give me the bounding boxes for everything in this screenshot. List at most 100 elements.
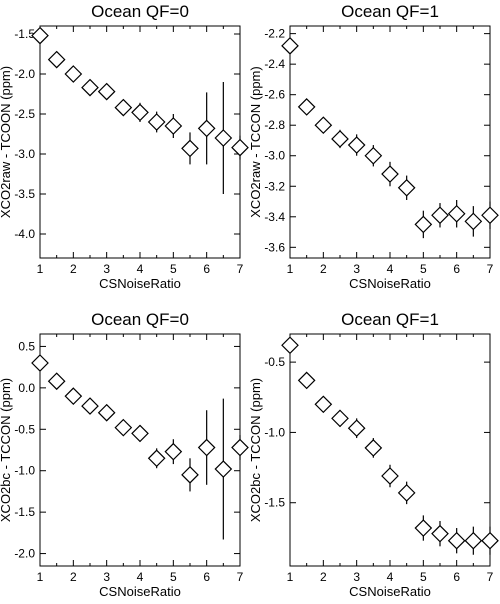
data-point bbox=[231, 138, 249, 157]
y-tick-label: 0.5 bbox=[18, 339, 35, 353]
y-tick-label: -0.5 bbox=[264, 355, 285, 369]
y-tick-label: -2.5 bbox=[14, 107, 35, 121]
y-tick-label: -3.0 bbox=[264, 149, 285, 163]
data-point bbox=[64, 387, 83, 405]
x-tick-label: 3 bbox=[103, 570, 110, 584]
data-point bbox=[331, 130, 349, 148]
x-tick-label: 2 bbox=[70, 262, 77, 276]
x-tick-label: 5 bbox=[170, 570, 177, 584]
data-point bbox=[131, 103, 149, 122]
x-tick-label: 6 bbox=[203, 570, 210, 584]
data-point bbox=[31, 26, 49, 45]
y-tick-label: -3.2 bbox=[264, 179, 285, 193]
data-point bbox=[481, 206, 499, 225]
y-tick-label: -2.6 bbox=[264, 88, 285, 102]
data-point bbox=[297, 371, 316, 390]
data-point bbox=[464, 531, 483, 550]
y-tick-label: -1.5 bbox=[14, 27, 35, 41]
y-axis-label: XCO2bc - TCCON (ppm) bbox=[248, 378, 263, 522]
x-tick-label: 4 bbox=[387, 262, 394, 276]
x-tick-label: 6 bbox=[453, 262, 460, 276]
data-point bbox=[231, 438, 249, 457]
x-axis-label: CSNoiseRatio bbox=[349, 276, 431, 291]
plot-frame bbox=[39, 25, 241, 259]
y-tick-label: -3.6 bbox=[264, 240, 285, 254]
data-point bbox=[314, 116, 333, 135]
y-tick-label: -3.0 bbox=[14, 147, 35, 161]
y-tick-label: -3.5 bbox=[14, 187, 35, 201]
x-tick-label: 4 bbox=[387, 570, 394, 584]
x-tick-label: 5 bbox=[420, 570, 427, 584]
data-point bbox=[97, 82, 116, 101]
data-point bbox=[181, 139, 199, 158]
y-tick-label: -2.0 bbox=[14, 547, 35, 561]
data-point bbox=[331, 409, 349, 428]
data-point bbox=[314, 395, 333, 414]
x-tick-label: 3 bbox=[353, 570, 360, 584]
data-point bbox=[81, 78, 99, 97]
data-point bbox=[64, 65, 83, 83]
y-tick-label: -2.2 bbox=[264, 27, 285, 41]
data-point bbox=[181, 466, 199, 484]
x-tick-label: 6 bbox=[453, 570, 460, 584]
data-point bbox=[397, 484, 416, 502]
chart-title: Ocean QF=1 bbox=[341, 2, 439, 21]
y-axis-label: XCO2raw - TCCON (ppm) bbox=[248, 66, 263, 217]
data-point bbox=[481, 531, 499, 550]
data-point bbox=[164, 442, 183, 461]
y-tick-label: -2.8 bbox=[264, 118, 285, 132]
data-point bbox=[397, 178, 416, 197]
data-point bbox=[147, 449, 166, 468]
x-tick-label: 4 bbox=[137, 570, 144, 584]
y-tick-label: -1.0 bbox=[264, 425, 285, 439]
x-tick-label: 2 bbox=[70, 570, 77, 584]
x-tick-label: 2 bbox=[320, 570, 327, 584]
x-tick-label: 3 bbox=[103, 262, 110, 276]
data-point bbox=[147, 113, 166, 131]
plot-frame bbox=[289, 25, 491, 259]
panel-3: Ocean QF=0 1 2 3 4 5 6 7 -2.0 -1.5 -1.0 -0.5 0.0 0.5 C… bbox=[0, 310, 249, 599]
y-tick-label: -1.5 bbox=[264, 496, 285, 510]
chart-title: Ocean QF=0 bbox=[91, 2, 189, 21]
x-tick-label: 7 bbox=[237, 262, 244, 276]
data-point bbox=[114, 418, 133, 437]
data-point bbox=[281, 36, 299, 55]
chart-title: Ocean QF=1 bbox=[341, 310, 439, 329]
x-tick-label: 3 bbox=[353, 262, 360, 276]
y-tick-label: -3.4 bbox=[264, 210, 285, 224]
data-point bbox=[447, 531, 466, 550]
x-axis-label: CSNoiseRatio bbox=[349, 584, 431, 599]
data-point bbox=[431, 206, 449, 225]
data-point bbox=[414, 215, 433, 234]
y-tick-label: -1.5 bbox=[14, 505, 35, 519]
data-point bbox=[281, 336, 299, 355]
panel-2: Ocean QF=1 1 2 3 4 5 6 7 -3.6 -3.4 -3.2 -3.0 -2.8 -2.… bbox=[248, 2, 499, 291]
y-tick-label: -2.0 bbox=[14, 67, 35, 81]
data-point bbox=[347, 419, 366, 438]
data-point bbox=[97, 403, 116, 422]
x-tick-label: 2 bbox=[320, 262, 327, 276]
data-point bbox=[381, 467, 399, 485]
data-point bbox=[464, 212, 483, 231]
x-tick-label: 1 bbox=[37, 262, 44, 276]
data-point bbox=[81, 397, 99, 415]
data-point bbox=[364, 439, 383, 457]
y-axis-label: XCO2raw - TCOON (ppm) bbox=[0, 66, 13, 218]
data-point bbox=[114, 98, 133, 117]
x-tick-label: 7 bbox=[237, 570, 244, 584]
data-point bbox=[214, 129, 233, 147]
data-point bbox=[214, 460, 233, 478]
data-point bbox=[47, 372, 66, 391]
y-tick-label: -2.4 bbox=[264, 57, 285, 71]
panel-1: Ocean QF=0 1 2 3 4 5 6 7 -4.0 -3.5 -3.0 -2.5 -2.0 -1.… bbox=[0, 2, 249, 291]
data-point bbox=[197, 119, 216, 138]
y-axis-label: XCO2bc - TCCON (ppm) bbox=[0, 378, 13, 522]
data-point bbox=[347, 136, 366, 154]
data-point bbox=[47, 50, 66, 69]
data-point bbox=[364, 146, 383, 165]
x-tick-label: 4 bbox=[137, 262, 144, 276]
y-tick-label: -4.0 bbox=[14, 227, 35, 241]
x-tick-label: 7 bbox=[487, 570, 494, 584]
x-tick-label: 1 bbox=[287, 570, 294, 584]
data-point bbox=[297, 98, 316, 116]
